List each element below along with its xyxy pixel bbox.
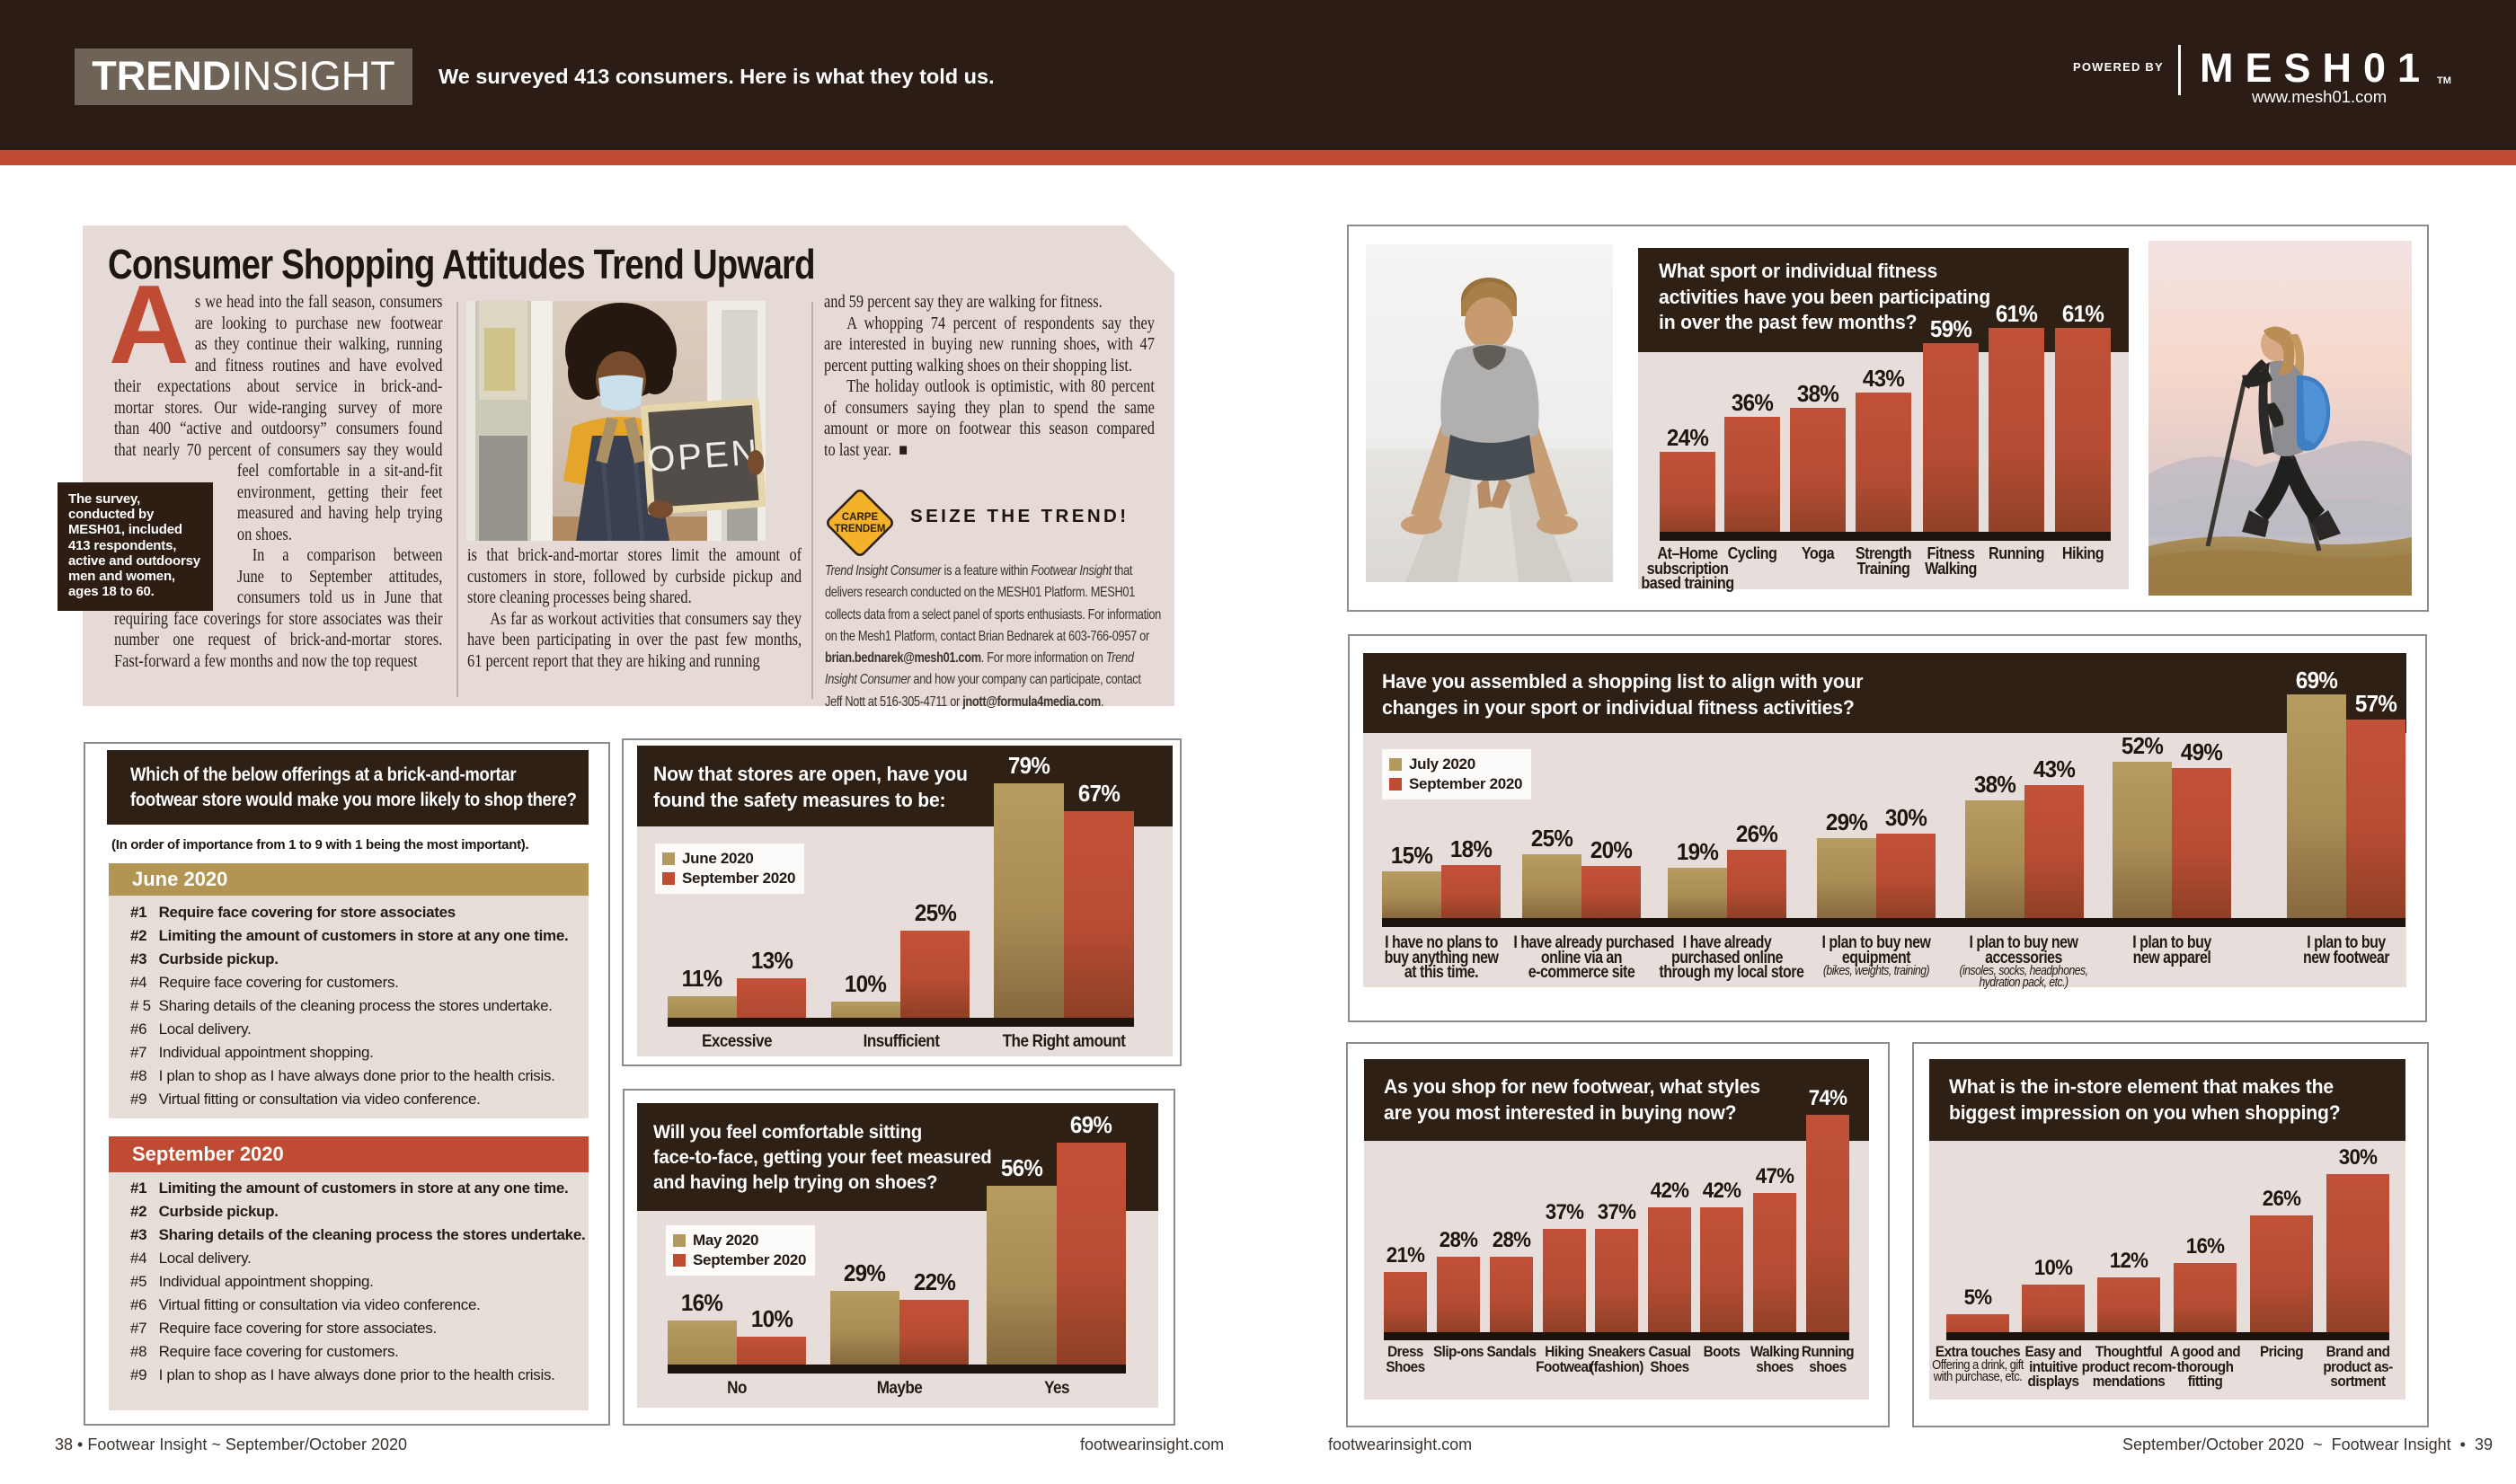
svg-text:OPEN: OPEN [646, 433, 761, 481]
svg-text:CARPE: CARPE [842, 512, 879, 523]
svg-text:TRENDEM: TRENDEM [835, 524, 886, 534]
